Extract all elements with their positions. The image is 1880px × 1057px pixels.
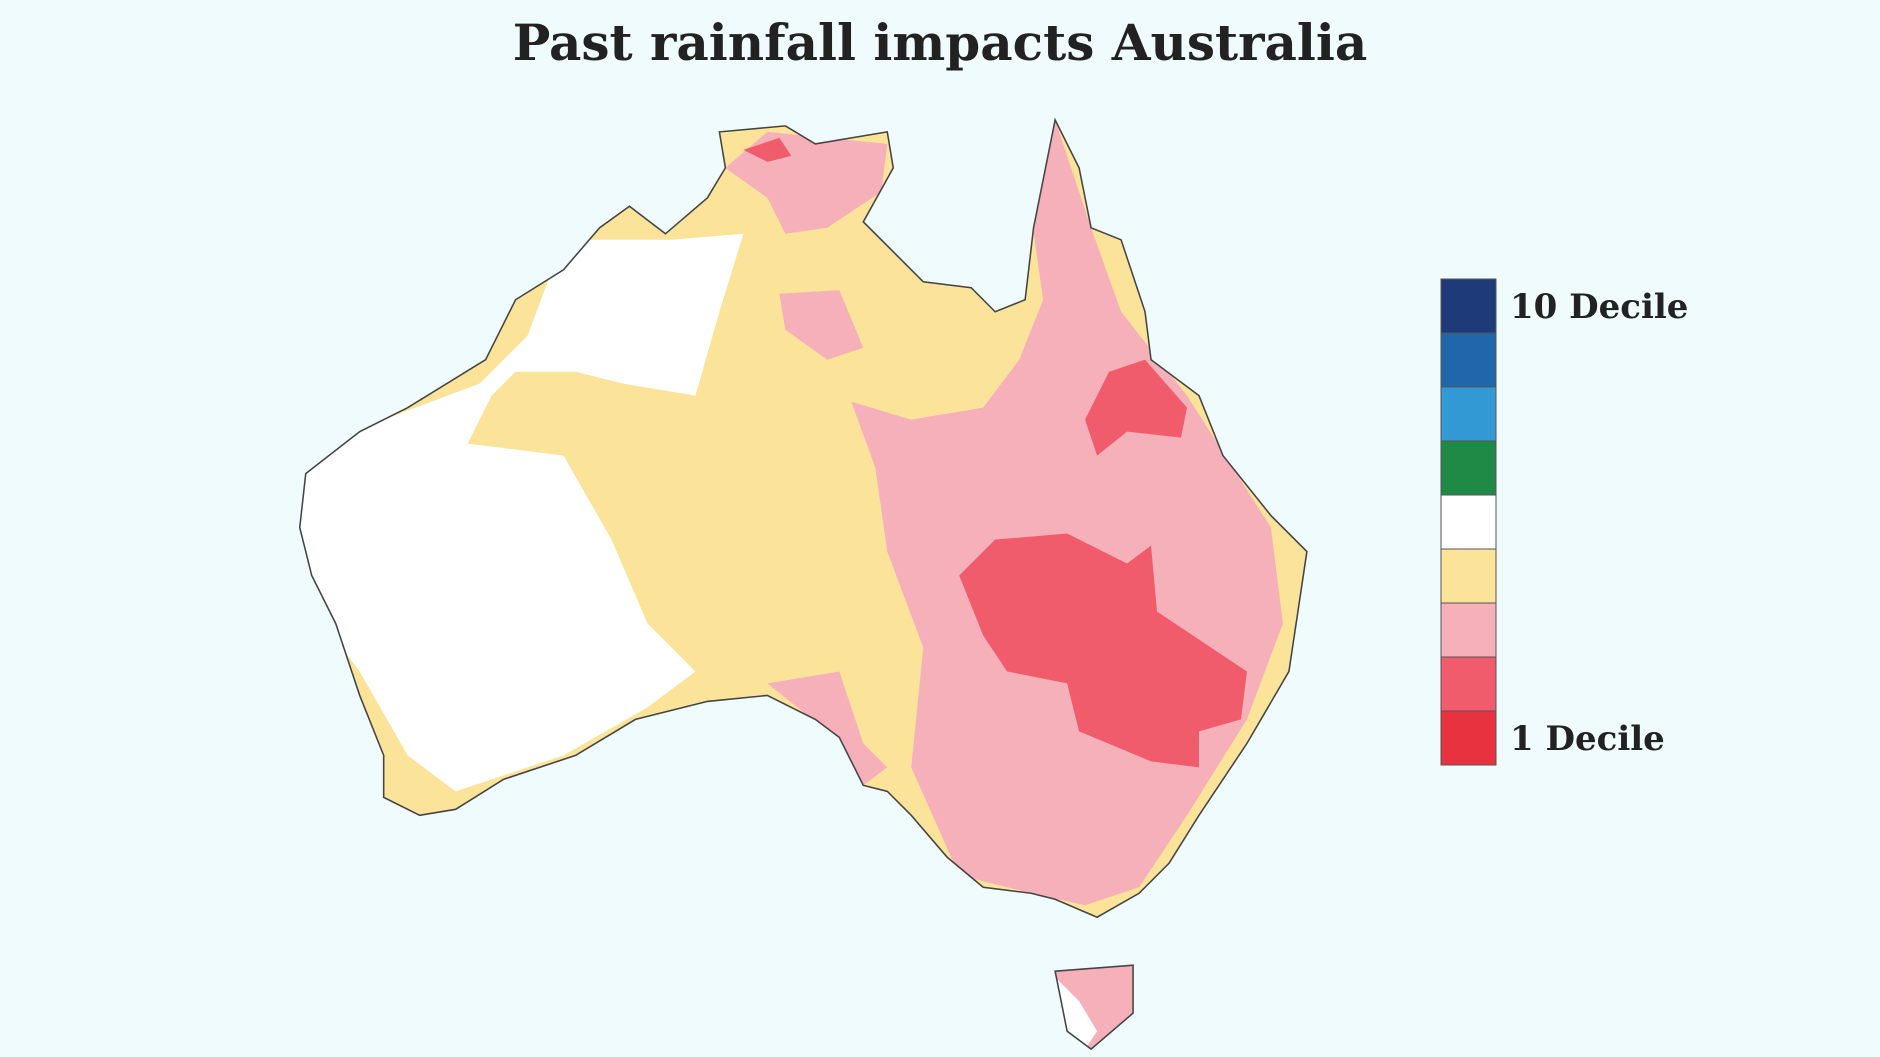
legend-swatch xyxy=(1440,440,1497,496)
legend-swatch xyxy=(1440,656,1497,712)
legend-swatch xyxy=(1440,710,1497,766)
legend-max-label: 10 Decile xyxy=(1510,287,1688,327)
legend-swatch xyxy=(1440,386,1497,442)
legend-swatch xyxy=(1440,548,1497,604)
legend-min-label: 1 Decile xyxy=(1510,719,1665,759)
legend-swatch xyxy=(1440,602,1497,658)
title: Past rainfall impacts Australia xyxy=(513,13,1368,72)
region-white xyxy=(299,233,744,792)
legend-swatch xyxy=(1440,494,1497,550)
legend-swatch xyxy=(1440,332,1497,388)
legend: 10 Decile 1 Decile xyxy=(1440,278,1688,766)
australia-map xyxy=(298,119,1308,1050)
legend-swatch xyxy=(1440,278,1497,334)
region-red xyxy=(743,137,1247,768)
